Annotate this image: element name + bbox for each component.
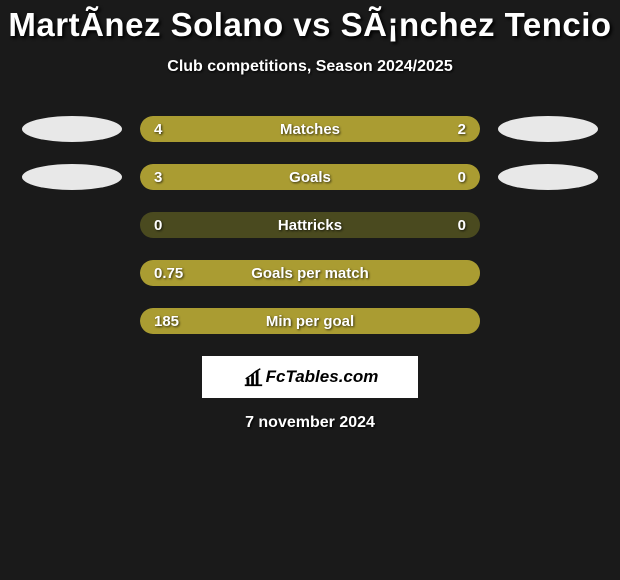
logo-box[interactable]: FcTables.com [202, 356, 418, 398]
stat-rows: 42Matches 30Goals 00Hattricks 0.75Goals per… [0, 116, 620, 334]
page-title: MartÃ­nez Solano vs SÃ¡nchez Tencio [0, 6, 620, 44]
stat-row: 30Goals [0, 164, 620, 190]
stat-row: 185Min per goal [0, 308, 620, 334]
stat-bar: 0.75Goals per match [140, 260, 480, 286]
logo: FcTables.com [242, 366, 379, 388]
stat-label: Goals per match [140, 260, 480, 286]
player-right-marker [498, 116, 598, 142]
stat-bar: 30Goals [140, 164, 480, 190]
stat-row: 42Matches [0, 116, 620, 142]
stat-label: Min per goal [140, 308, 480, 334]
comparison-widget: MartÃ­nez Solano vs SÃ¡nchez Tencio Club… [0, 0, 620, 432]
stat-label: Hattricks [140, 212, 480, 238]
player-right-marker [498, 164, 598, 190]
player-left-marker [22, 116, 122, 142]
bar-chart-icon [242, 366, 264, 388]
stat-bar: 185Min per goal [140, 308, 480, 334]
stat-bar: 00Hattricks [140, 212, 480, 238]
stat-bar: 42Matches [140, 116, 480, 142]
stat-label: Goals [140, 164, 480, 190]
date: 7 november 2024 [0, 414, 620, 432]
stat-row: 00Hattricks [0, 212, 620, 238]
logo-text: FcTables.com [266, 367, 379, 387]
subtitle: Club competitions, Season 2024/2025 [0, 58, 620, 76]
stat-row: 0.75Goals per match [0, 260, 620, 286]
player-left-marker [22, 164, 122, 190]
stat-label: Matches [140, 116, 480, 142]
